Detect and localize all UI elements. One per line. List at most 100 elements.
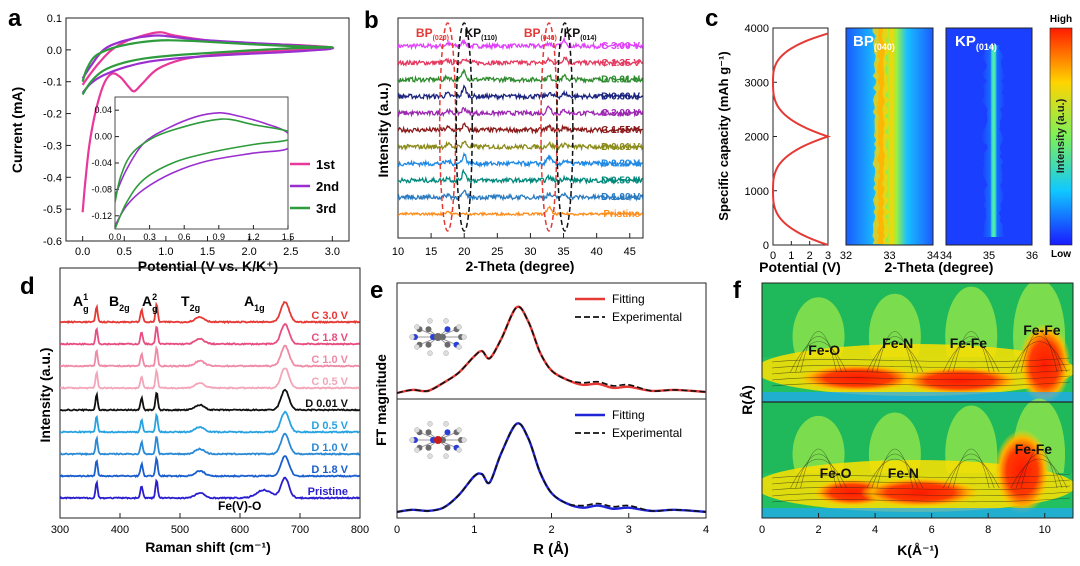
x-tick-label: 600 xyxy=(231,524,249,536)
contour-line xyxy=(871,336,919,373)
heatmap-kp-frame xyxy=(945,27,1033,246)
x-tick-label: 2 xyxy=(548,524,554,536)
contour-line xyxy=(771,497,1071,503)
heatmap-kp-x-tick-label: 36 xyxy=(1026,250,1038,262)
xrd-trace xyxy=(398,121,643,135)
heatmap-bp-x-tick-label: 34 xyxy=(927,250,939,262)
trace-label: D 0.20 V xyxy=(601,159,640,170)
map-hotspot xyxy=(860,477,981,508)
panel-letter-e: e xyxy=(370,277,383,304)
colorbar-low-label: Low xyxy=(1051,249,1071,260)
colorbar: High Low Intensity (a.u.) xyxy=(1049,14,1073,260)
legends-e: Fitting Experimental Fitting Experimental xyxy=(575,292,682,440)
colorbar-high-label: High xyxy=(1050,14,1072,25)
y-axis-c: 0 1000 2000 3000 4000 xyxy=(745,23,777,252)
contour-line xyxy=(771,375,1071,381)
x-axis-label-a: Potential (V vs. K/K⁺) xyxy=(138,258,278,274)
raman-trace-label: Pristine xyxy=(308,486,348,498)
ft-subplot xyxy=(397,305,706,395)
heatmap-kp-x-tick-label: 34 xyxy=(940,250,952,262)
x-tick-label: 3 xyxy=(626,524,632,536)
x-tick-label: 2.0 xyxy=(241,246,256,258)
trace-label: D 1.00 V xyxy=(601,192,640,203)
heatmap-bp: BP(040) 32 33 34 xyxy=(840,27,939,262)
heatmap-bp-x-tick-label: 33 xyxy=(883,250,895,262)
peak-label: KP(110) xyxy=(464,26,497,42)
contour-line xyxy=(1015,336,1063,373)
y-axis-label-d: Intensity (a.u.) xyxy=(37,348,53,443)
h-atom xyxy=(409,334,415,340)
y-tick-label: 0.0 xyxy=(47,45,62,57)
x-tick-label: 30 xyxy=(524,246,536,258)
wavelet-map-top xyxy=(762,283,1073,404)
h-atom xyxy=(443,453,449,459)
bond-labels: Fe-O Fe-N Fe-Fe Fe-Fe Fe-O Fe-N Fe-Fe xyxy=(808,322,1061,481)
x-tick-label: 1 xyxy=(471,524,477,536)
contour-line xyxy=(771,363,1071,369)
y-tick-label: -0.3 xyxy=(43,140,62,152)
h-atom xyxy=(427,350,433,356)
h-atom xyxy=(427,453,433,459)
panel-letter-f: f xyxy=(733,277,742,304)
trace-label: D 0.60 V xyxy=(601,91,640,102)
contour-line xyxy=(771,491,1071,497)
y-axis-label-b: Intensity (a.u.) xyxy=(375,83,391,178)
raman-trace xyxy=(60,410,360,434)
cv-curve-3rd xyxy=(81,39,334,96)
h-atom xyxy=(414,427,420,433)
x-tick-label: 10 xyxy=(392,246,404,258)
x-axis-a: 0.0 0.5 1.0 1.5 2.0 2.5 3.0 xyxy=(75,236,340,258)
x-axis-f: 0 2 4 6 8 10 xyxy=(759,513,1051,536)
y-tick-label: -0.1 xyxy=(43,77,62,89)
h-atom xyxy=(461,437,467,443)
contour-line xyxy=(800,331,837,373)
trace-labels-d: C 3.0 V C 1.8 V C 1.0 V C 0.5 V D 0.01 V D 0.… xyxy=(305,310,348,498)
h-atom xyxy=(443,421,449,427)
x-axis-e: 0 1 2 3 4 xyxy=(394,513,709,536)
y-tick-label: -0.6 xyxy=(43,236,62,248)
inset-x-tick-label: 0.0 xyxy=(109,232,122,242)
x-tick-label: 1 xyxy=(788,250,794,262)
ft-curves xyxy=(397,305,706,514)
atom xyxy=(444,326,451,333)
raman-trace-label: D 0.5 V xyxy=(311,420,348,432)
x-tick-label: 300 xyxy=(51,524,69,536)
wavelet-maps xyxy=(762,283,1073,518)
xrd-trace xyxy=(398,140,643,152)
xrd-trace xyxy=(398,105,643,118)
molecule-drawing-bottom xyxy=(409,421,467,459)
x-axis-b: 10 15 20 25 30 35 40 45 xyxy=(392,233,636,258)
heatmap-bp-frame xyxy=(845,27,934,246)
h-atom xyxy=(414,447,420,453)
trace-label: C 1.55 V xyxy=(601,125,640,136)
xrd-trace xyxy=(398,56,643,68)
heatmap-kp-x-axis: 34 35 36 xyxy=(940,250,1038,262)
contour-line xyxy=(771,381,1071,387)
legend-label-1st: 1st xyxy=(316,157,335,172)
x-axis-label-e: R (Å) xyxy=(533,541,569,558)
heatmap-kp-band xyxy=(981,45,1006,237)
x-tick-label: 0 xyxy=(770,250,776,262)
heatmap-kp-x-tick-label: 35 xyxy=(983,250,995,262)
xrd-trace xyxy=(398,189,643,202)
center-atom xyxy=(434,333,442,341)
heatmap-bp-x-tick-label: 32 xyxy=(840,250,852,262)
h-atom xyxy=(427,318,433,324)
contour-line xyxy=(942,341,1000,373)
h-atom xyxy=(414,344,420,350)
inset-x-tick-label: 0.6 xyxy=(178,232,191,242)
x-tick-label: 4 xyxy=(703,524,709,536)
trace-label: D 0.01 V xyxy=(601,75,640,86)
raman-trace xyxy=(60,388,360,413)
x-tick-label: 1.5 xyxy=(200,246,215,258)
trace-label: C 3.00 V xyxy=(601,108,640,119)
cv-curves xyxy=(81,31,335,213)
x-tick-label: 25 xyxy=(491,246,503,258)
peak-oval xyxy=(455,22,473,232)
trace-label: Pristine xyxy=(603,209,640,220)
bond-label-bottom: Fe-Fe xyxy=(1015,441,1053,457)
ft-subplot xyxy=(397,422,706,514)
x-tick-label: 3 xyxy=(825,250,831,262)
raman-trace-label: D 1.0 V xyxy=(311,442,348,454)
